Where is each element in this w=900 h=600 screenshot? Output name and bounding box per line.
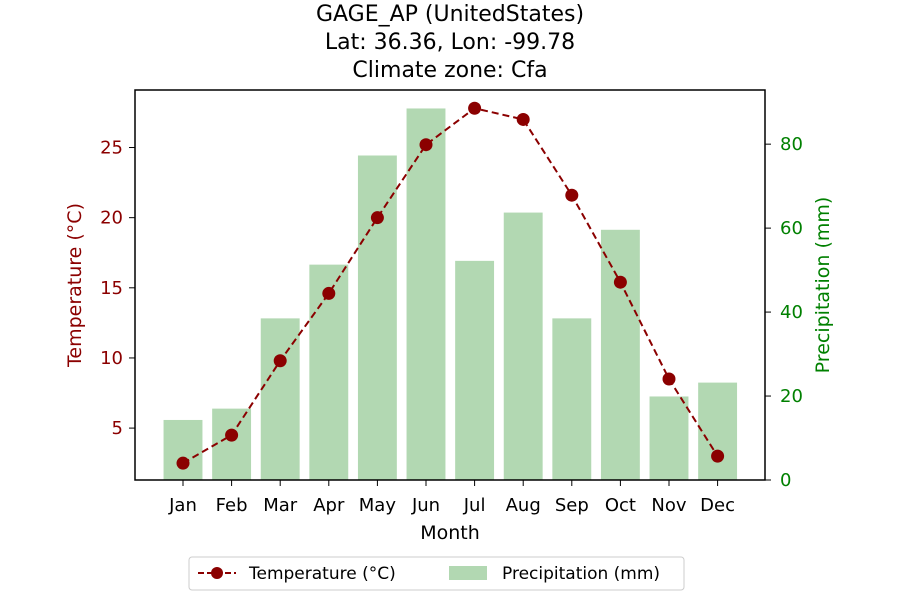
x-axis-label: Month (420, 522, 480, 544)
temperature-point-jul (468, 102, 481, 115)
precipitation-bar-jul (455, 261, 494, 480)
right-y-axis-label: Precipitation (mm) (812, 197, 834, 374)
right-y-axis-ticks: 0 20 40 60 80 (765, 134, 803, 491)
left-y-tick-label-15: 15 (100, 278, 123, 299)
precipitation-bar-nov (650, 396, 689, 480)
temperature-point-aug (517, 113, 530, 126)
temperature-point-jan (177, 457, 190, 470)
temperature-point-oct (614, 276, 627, 289)
x-tick-label-jan: Jan (168, 495, 197, 516)
temperature-point-dec (711, 450, 724, 463)
right-y-tick-label-20: 20 (780, 386, 803, 407)
x-axis-ticks: Jan Feb Mar Apr May Jun Jul Aug Sep Oct Nov Dec (168, 480, 735, 516)
precipitation-bar-feb (212, 409, 251, 480)
x-tick-label-feb: Feb (216, 495, 248, 516)
x-tick-label-jul: Jul (463, 495, 486, 516)
right-y-tick-label-80: 80 (780, 134, 803, 155)
temperature-point-mar (274, 354, 287, 367)
right-y-tick-label-40: 40 (780, 302, 803, 323)
x-tick-label-nov: Nov (651, 495, 686, 516)
precipitation-bar-oct (601, 230, 640, 480)
right-y-tick-label-0: 0 (780, 470, 791, 491)
chart-title: GAGE_AP (UnitedStates) Lat: 36.36, Lon: … (316, 2, 584, 83)
x-tick-label-apr: Apr (313, 495, 345, 516)
left-y-axis-ticks: 5 10 15 20 25 (100, 138, 135, 440)
left-y-tick-label-25: 25 (100, 138, 123, 159)
x-tick-label-dec: Dec (700, 495, 735, 516)
x-tick-label-mar: Mar (263, 495, 298, 516)
x-tick-label-jun: Jun (411, 495, 440, 516)
legend-temperature-marker (211, 567, 223, 579)
legend-precipitation-swatch (449, 566, 487, 580)
title-line-climate-zone: Climate zone: Cfa (352, 58, 547, 83)
legend-temperature-label: Temperature (°C) (248, 564, 396, 584)
left-y-axis-label: Temperature (°C) (64, 203, 86, 368)
precipitation-bars (164, 108, 738, 480)
title-line-station: GAGE_AP (UnitedStates) (316, 2, 584, 27)
precipitation-bar-may (358, 155, 397, 480)
x-tick-label-oct: Oct (605, 495, 636, 516)
temperature-point-apr (322, 287, 335, 300)
title-line-coordinates: Lat: 36.36, Lon: -99.78 (325, 30, 575, 55)
legend: Temperature (°C) Precipitation (mm) (189, 557, 684, 590)
temperature-point-jun (420, 138, 433, 151)
precipitation-bar-aug (504, 213, 543, 480)
precipitation-bar-jun (407, 108, 446, 480)
x-tick-label-aug: Aug (506, 495, 541, 516)
right-y-tick-label-60: 60 (780, 218, 803, 239)
precipitation-bar-jan (164, 420, 203, 480)
temperature-line (177, 102, 725, 470)
legend-precipitation-label: Precipitation (mm) (502, 564, 660, 584)
precipitation-bar-dec (698, 383, 737, 480)
temperature-point-feb (225, 429, 238, 442)
temperature-point-nov (663, 372, 676, 385)
temperature-point-sep (565, 189, 578, 202)
left-y-tick-label-5: 5 (112, 418, 123, 439)
left-y-tick-label-10: 10 (100, 348, 123, 369)
temperature-point-may (371, 211, 384, 224)
precipitation-bar-sep (552, 318, 591, 480)
x-tick-label-sep: Sep (555, 495, 589, 516)
x-tick-label-may: May (359, 495, 397, 516)
left-y-tick-label-20: 20 (100, 208, 123, 229)
